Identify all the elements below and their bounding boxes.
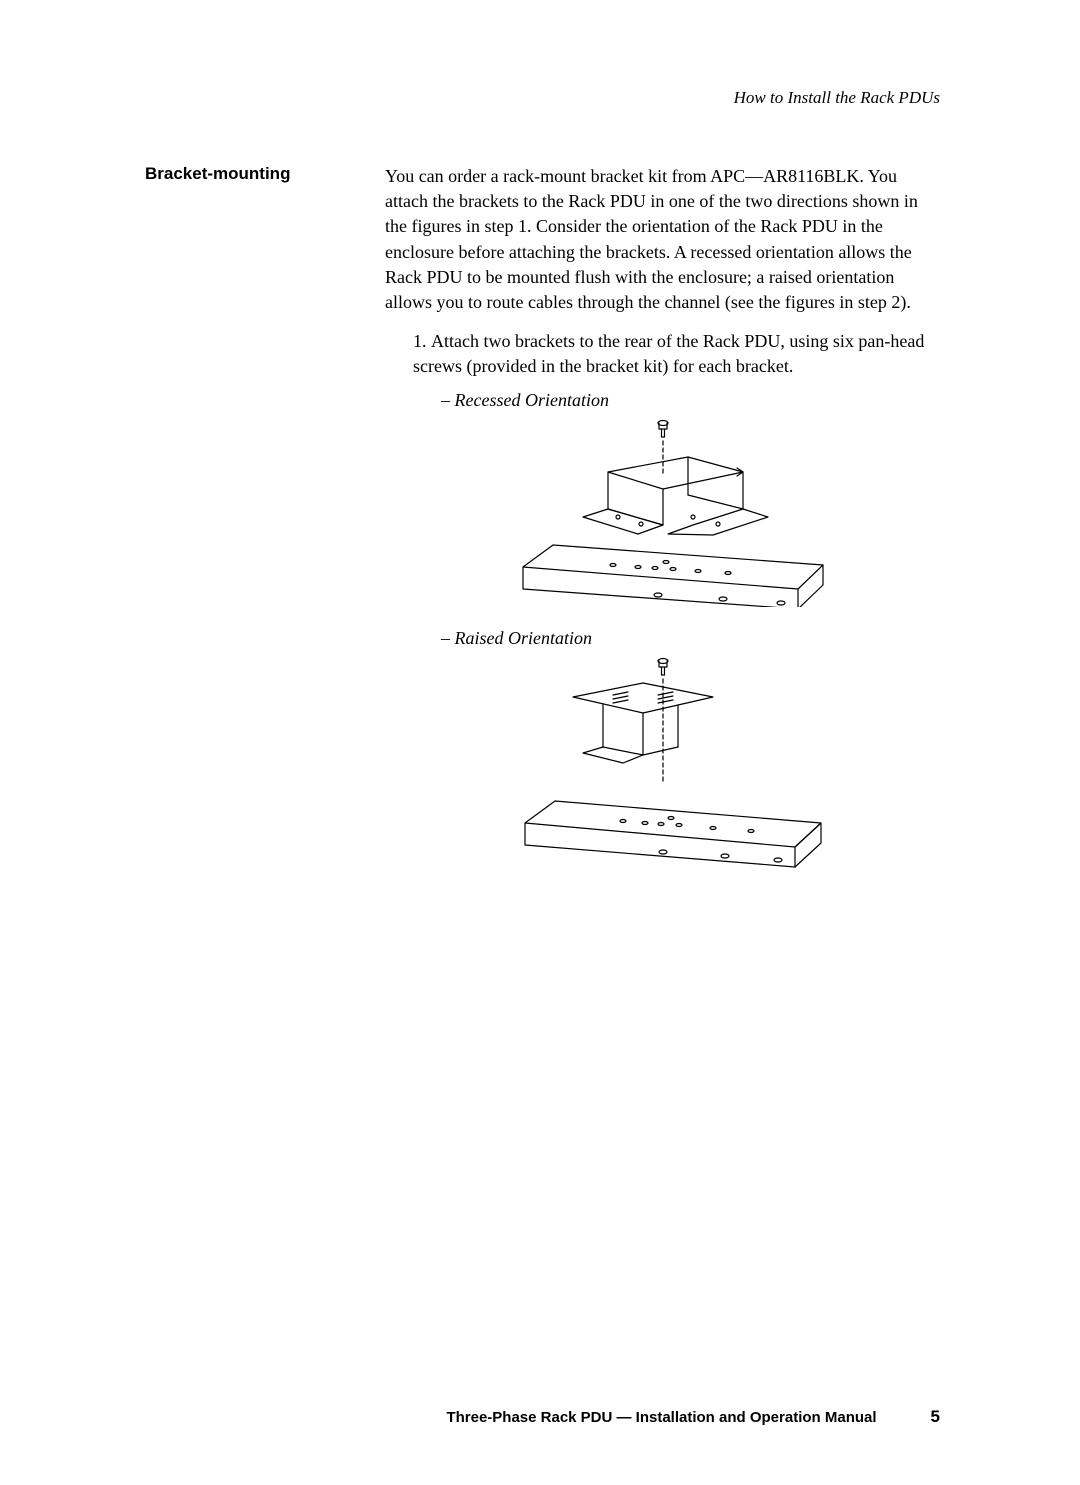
figure-recessed [413,417,940,614]
page-number: 5 [931,1407,940,1427]
footer-title: Three-Phase Rack PDU — Installation and … [446,1409,876,1426]
main-column: You can order a rack-mount bracket kit f… [385,164,940,894]
caption-raised: – Raised Orientation [441,626,940,651]
content-row: Bracket-mounting You can order a rack-mo… [145,164,940,894]
caption-recessed: – Recessed Orientation [441,388,940,413]
page-footer: Three-Phase Rack PDU — Installation and … [0,1407,1080,1427]
running-header: How to Install the Rack PDUs [145,88,940,108]
step-text: Attach two brackets to the rear of the R… [413,331,924,376]
step-number: 1. [413,329,431,354]
step-1: 1.Attach two brackets to the rear of the… [413,329,940,379]
intro-paragraph: You can order a rack-mount bracket kit f… [385,164,940,315]
figure-raised [413,655,940,882]
recessed-orientation-diagram [513,417,833,607]
raised-orientation-diagram [513,655,833,875]
side-heading: Bracket-mounting [145,164,315,894]
step-list: 1.Attach two brackets to the rear of the… [385,329,940,882]
